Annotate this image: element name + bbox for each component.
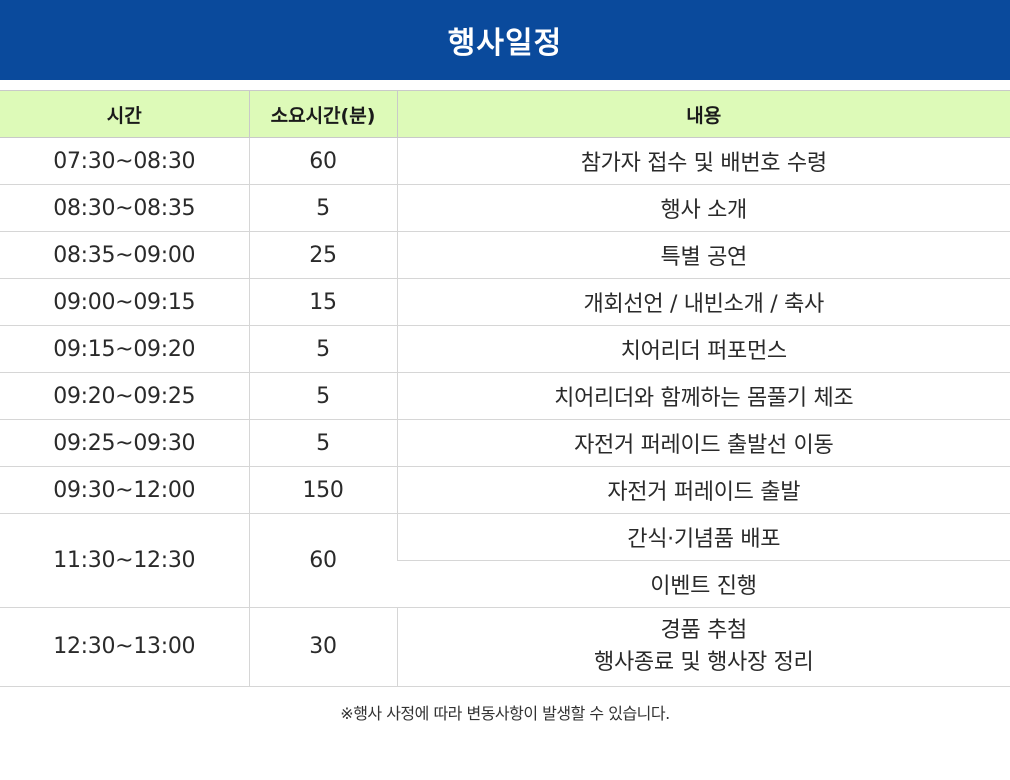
time-cell: 12:30~13:00 <box>0 607 249 687</box>
time-cell: 11:30~12:30 <box>0 513 249 608</box>
table-row: 12:30~13:00 30 경품 추첨 행사종료 및 행사장 정리 <box>0 607 1010 687</box>
duration-cell: 5 <box>248 325 397 373</box>
time-cell: 07:30~08:30 <box>0 137 249 185</box>
table-row: 08:35~09:00 25 특별 공연 <box>0 231 1010 279</box>
content-cell: 자전거 퍼레이드 출발선 이동 <box>396 419 1010 467</box>
time-cell: 09:00~09:15 <box>0 278 249 326</box>
duration-cell: 25 <box>248 231 397 279</box>
duration-cell: 5 <box>248 419 397 467</box>
content-cell: 간식·기념품 배포 <box>396 513 1010 561</box>
time-cell: 09:20~09:25 <box>0 372 249 420</box>
table-row: 08:30~08:35 5 행사 소개 <box>0 184 1010 232</box>
duration-cell: 150 <box>248 466 397 514</box>
time-cell: 09:30~12:00 <box>0 466 249 514</box>
column-header-content: 내용 <box>396 90 1010 138</box>
content-cell: 경품 추첨 행사종료 및 행사장 정리 <box>396 607 1010 687</box>
table-row: 이벤트 진행 <box>0 560 1010 608</box>
content-cell: 특별 공연 <box>396 231 1010 279</box>
content-cell: 치어리더와 함께하는 몸풀기 체조 <box>396 372 1010 420</box>
table-row: 11:30~12:30 60 간식·기념품 배포 <box>0 513 1010 608</box>
duration-cell: 5 <box>248 372 397 420</box>
time-cell: 09:25~09:30 <box>0 419 249 467</box>
content-cell: 행사 소개 <box>396 184 1010 232</box>
time-cell: 08:30~08:35 <box>0 184 249 232</box>
content-cell: 개회선언 / 내빈소개 / 축사 <box>396 278 1010 326</box>
table-row: 09:00~09:15 15 개회선언 / 내빈소개 / 축사 <box>0 278 1010 326</box>
duration-cell: 60 <box>248 513 397 608</box>
duration-cell: 5 <box>248 184 397 232</box>
content-line: 행사종료 및 행사장 정리 <box>594 650 814 675</box>
footnote: ※행사 사정에 따라 변동사항이 발생할 수 있습니다. <box>340 704 670 723</box>
time-cell: 09:15~09:20 <box>0 325 249 373</box>
page-title: 행사일정 <box>0 0 1010 80</box>
content-cell: 자전거 퍼레이드 출발 <box>396 466 1010 514</box>
time-cell: 08:35~09:00 <box>0 231 249 279</box>
table-row: 09:30~12:00 150 자전거 퍼레이드 출발 <box>0 466 1010 514</box>
table-row: 09:20~09:25 5 치어리더와 함께하는 몸풀기 체조 <box>0 372 1010 420</box>
content-cell: 치어리더 퍼포먼스 <box>396 325 1010 373</box>
content-cell: 이벤트 진행 <box>397 560 1010 608</box>
schedule-table: 시간 소요시간(분) 내용 07:30~08:30 60 참가자 접수 및 배번… <box>0 90 1010 687</box>
table-row: 09:25~09:30 5 자전거 퍼레이드 출발선 이동 <box>0 419 1010 467</box>
table-row: 09:15~09:20 5 치어리더 퍼포먼스 <box>0 325 1010 373</box>
content-cell: 참가자 접수 및 배번호 수령 <box>396 137 1010 185</box>
column-header-time: 시간 <box>0 90 249 138</box>
table-row: 07:30~08:30 60 참가자 접수 및 배번호 수령 <box>0 137 1010 185</box>
duration-cell: 60 <box>248 137 397 185</box>
table-header-row: 시간 소요시간(분) 내용 <box>0 90 1010 138</box>
content-line: 경품 추첨 <box>660 618 748 643</box>
duration-cell: 30 <box>248 607 397 687</box>
column-header-duration: 소요시간(분) <box>248 90 397 138</box>
duration-cell: 15 <box>248 278 397 326</box>
